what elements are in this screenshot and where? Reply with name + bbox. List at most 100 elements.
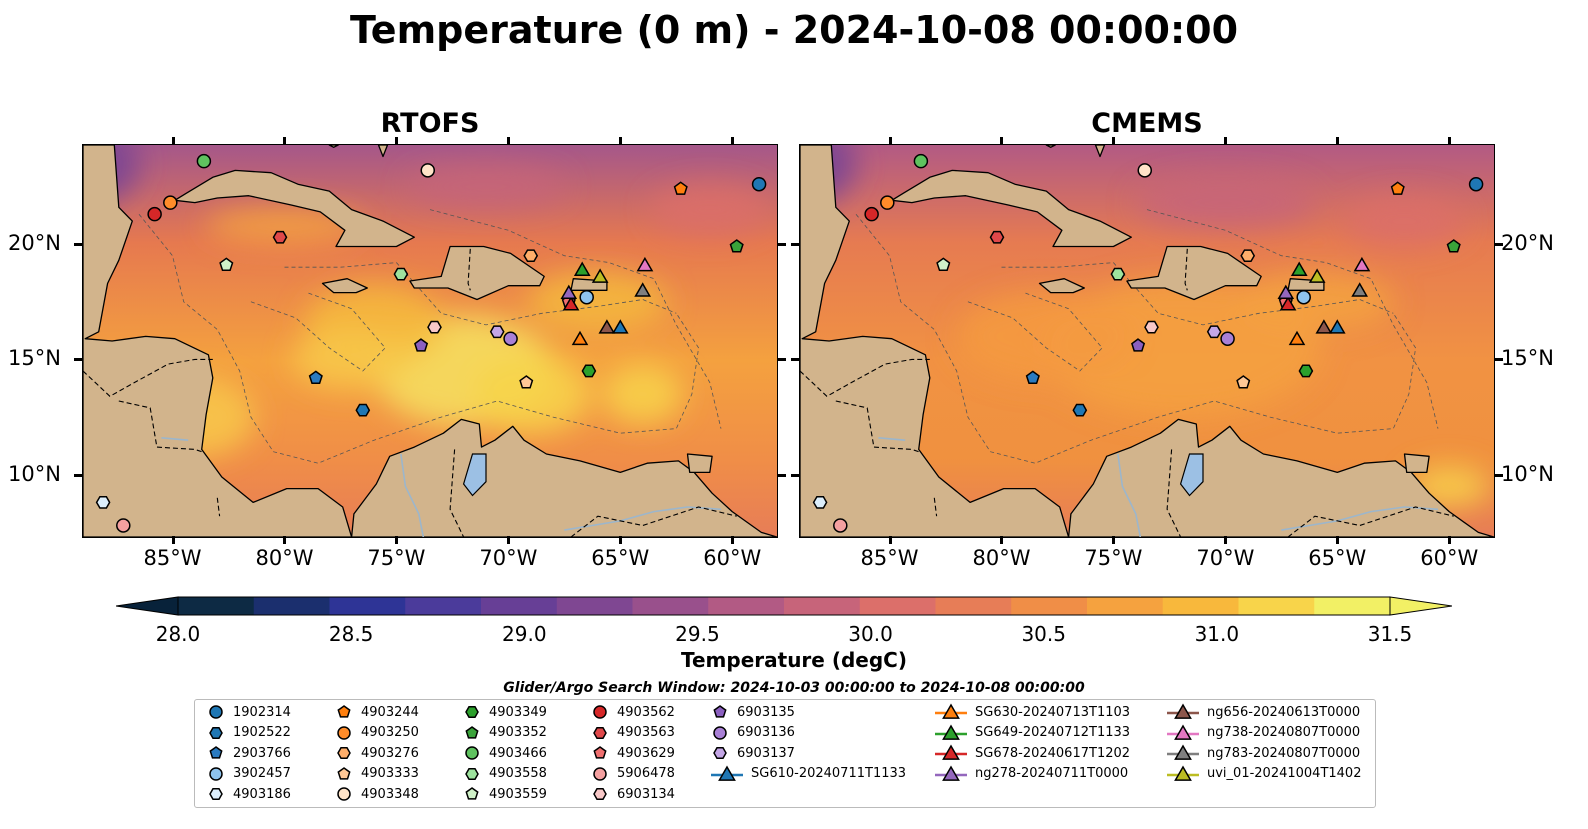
marker-4903352[interactable] xyxy=(729,239,744,253)
marker-4903352[interactable] xyxy=(1446,239,1461,253)
marker-ng783-20240807t0000[interactable] xyxy=(634,282,651,297)
marker-4903559[interactable] xyxy=(936,257,951,271)
legend-marker-icon xyxy=(1167,724,1199,740)
lat-tick-left xyxy=(791,473,799,477)
marker-4903558[interactable] xyxy=(393,267,409,281)
marker-4903466[interactable] xyxy=(913,153,929,169)
marker-1902314[interactable] xyxy=(1468,176,1484,192)
marker-6903135[interactable] xyxy=(1131,338,1146,352)
marker-1902522[interactable] xyxy=(355,403,371,417)
map-panel-rtofs[interactable] xyxy=(82,144,778,538)
marker-6903137[interactable] xyxy=(489,325,505,339)
marker-4903349[interactable] xyxy=(581,364,597,378)
legend-item: ng656-20240613T0000 xyxy=(1165,702,1360,722)
legend-item-label: ng278-20240711T0000 xyxy=(975,766,1129,781)
marker-4903349[interactable] xyxy=(1298,364,1314,378)
marker-4903244[interactable] xyxy=(673,181,688,195)
marker-sg649-20240712t1133[interactable] xyxy=(1290,261,1308,276)
marker-5906478[interactable] xyxy=(833,518,848,533)
colorbar-segment xyxy=(1011,597,1088,615)
marker-uvi_01-20241004t1402[interactable] xyxy=(1308,268,1326,283)
lon-tick-label: 70°W xyxy=(479,546,538,570)
marker-ng656-20240613t0000[interactable] xyxy=(598,319,616,334)
map-canvas xyxy=(83,145,777,537)
marker-6903137[interactable] xyxy=(1206,325,1222,339)
marker-6903134[interactable] xyxy=(427,320,442,334)
marker-sg649-20240712t1133[interactable] xyxy=(573,261,591,276)
marker-6903136[interactable] xyxy=(1220,331,1235,346)
marker-4903250[interactable] xyxy=(880,195,895,210)
marker-ng278-20240711t0000[interactable] xyxy=(560,284,578,300)
figure-title: Temperature (0 m) - 2024-10-08 00:00:00 xyxy=(349,8,1239,52)
marker-4903558[interactable] xyxy=(1110,267,1126,281)
legend-marker-icon xyxy=(465,725,479,739)
marker-1902522[interactable] xyxy=(1072,403,1088,417)
lat-tick-left xyxy=(791,243,799,247)
legend-item: 1902314 xyxy=(205,702,291,722)
marker-3902457[interactable] xyxy=(579,289,594,305)
colorbar-segment xyxy=(178,597,255,615)
legend-marker-icon xyxy=(337,747,351,759)
marker-ng738-20240807t0000[interactable] xyxy=(1353,256,1371,272)
legend-marker-icon xyxy=(465,706,479,718)
map-panel-cmems[interactable] xyxy=(799,144,1495,538)
lat-tick-right xyxy=(778,473,786,477)
marker-2903766[interactable] xyxy=(1025,370,1040,384)
legend-item-label: 4903629 xyxy=(617,745,675,761)
lon-tick-top xyxy=(1336,137,1340,145)
marker-sg630-20240713t1103[interactable] xyxy=(571,330,589,346)
lon-tick-top xyxy=(888,137,892,145)
marker-4903562[interactable] xyxy=(864,206,879,222)
marker-4903333[interactable] xyxy=(519,375,534,389)
marker-ng738-20240807t0000[interactable] xyxy=(636,256,654,272)
marker-6903134[interactable] xyxy=(1144,320,1159,334)
legend-item: 6903136 xyxy=(709,723,795,743)
marker-sg610-20240711t1133[interactable] xyxy=(1329,319,1346,334)
marker-6903135[interactable] xyxy=(414,338,429,352)
legend-item-label: 4903559 xyxy=(489,786,547,802)
marker-4903276[interactable] xyxy=(523,249,539,263)
marker-4903276[interactable] xyxy=(1240,249,1256,263)
marker-4903559[interactable] xyxy=(219,257,234,271)
legend-item: 4903562 xyxy=(589,702,675,722)
colorbar-segment xyxy=(632,597,709,615)
marker-4903186[interactable] xyxy=(812,496,828,509)
legend-item-label: 4903558 xyxy=(489,766,547,781)
marker-4903563[interactable] xyxy=(989,230,1005,244)
marker-4903186[interactable] xyxy=(95,496,111,509)
marker-ng783-20240807t0000[interactable] xyxy=(1351,282,1368,297)
marker-sg678-20240617t1202[interactable] xyxy=(562,296,580,311)
legend-marker-icon xyxy=(337,787,351,801)
marker-2903766[interactable] xyxy=(308,370,323,384)
marker-sg678-20240617t1202[interactable] xyxy=(1279,296,1297,311)
marker-sg630-20240713t1103[interactable] xyxy=(1288,330,1306,346)
marker-4903466[interactable] xyxy=(196,153,212,169)
marker-uvi_01-20241004t1402[interactable] xyxy=(591,268,609,283)
marker-ng656-20240613t0000[interactable] xyxy=(1315,319,1333,334)
lon-tick-bottom xyxy=(171,536,175,544)
marker-4903563[interactable] xyxy=(272,230,288,244)
land-masses xyxy=(800,145,1494,537)
marker-ng278-20240711t0000[interactable] xyxy=(1277,284,1295,300)
lon-tick-top xyxy=(1000,137,1004,145)
lat-tick-label-right: 15°N xyxy=(1501,346,1554,371)
marker-4903244[interactable] xyxy=(1390,181,1405,195)
marker-5906478[interactable] xyxy=(116,518,131,533)
marker-4903562[interactable] xyxy=(147,206,162,222)
marker-4903333[interactable] xyxy=(1236,375,1251,389)
marker-1902314[interactable] xyxy=(751,176,767,192)
legend-item: 4903244 xyxy=(333,702,419,722)
legend-item-label: ng656-20240613T0000 xyxy=(1207,704,1361,720)
marker-3902457[interactable] xyxy=(1296,289,1311,305)
marker-sg610-20240711t1133[interactable] xyxy=(612,319,629,334)
marker-4903250[interactable] xyxy=(163,195,178,210)
lat-tick-label-right: 20°N xyxy=(1501,231,1554,256)
marker-4903348[interactable] xyxy=(1137,163,1153,178)
marker-4903348[interactable] xyxy=(420,163,436,178)
marker-6903136[interactable] xyxy=(503,331,518,346)
legend-marker-icon xyxy=(465,746,479,760)
lat-tick-label-left: 20°N xyxy=(8,231,61,256)
colorbar-segment xyxy=(935,597,1012,615)
legend-item-label: 4903466 xyxy=(489,745,547,761)
legend-marker-icon xyxy=(593,788,607,800)
